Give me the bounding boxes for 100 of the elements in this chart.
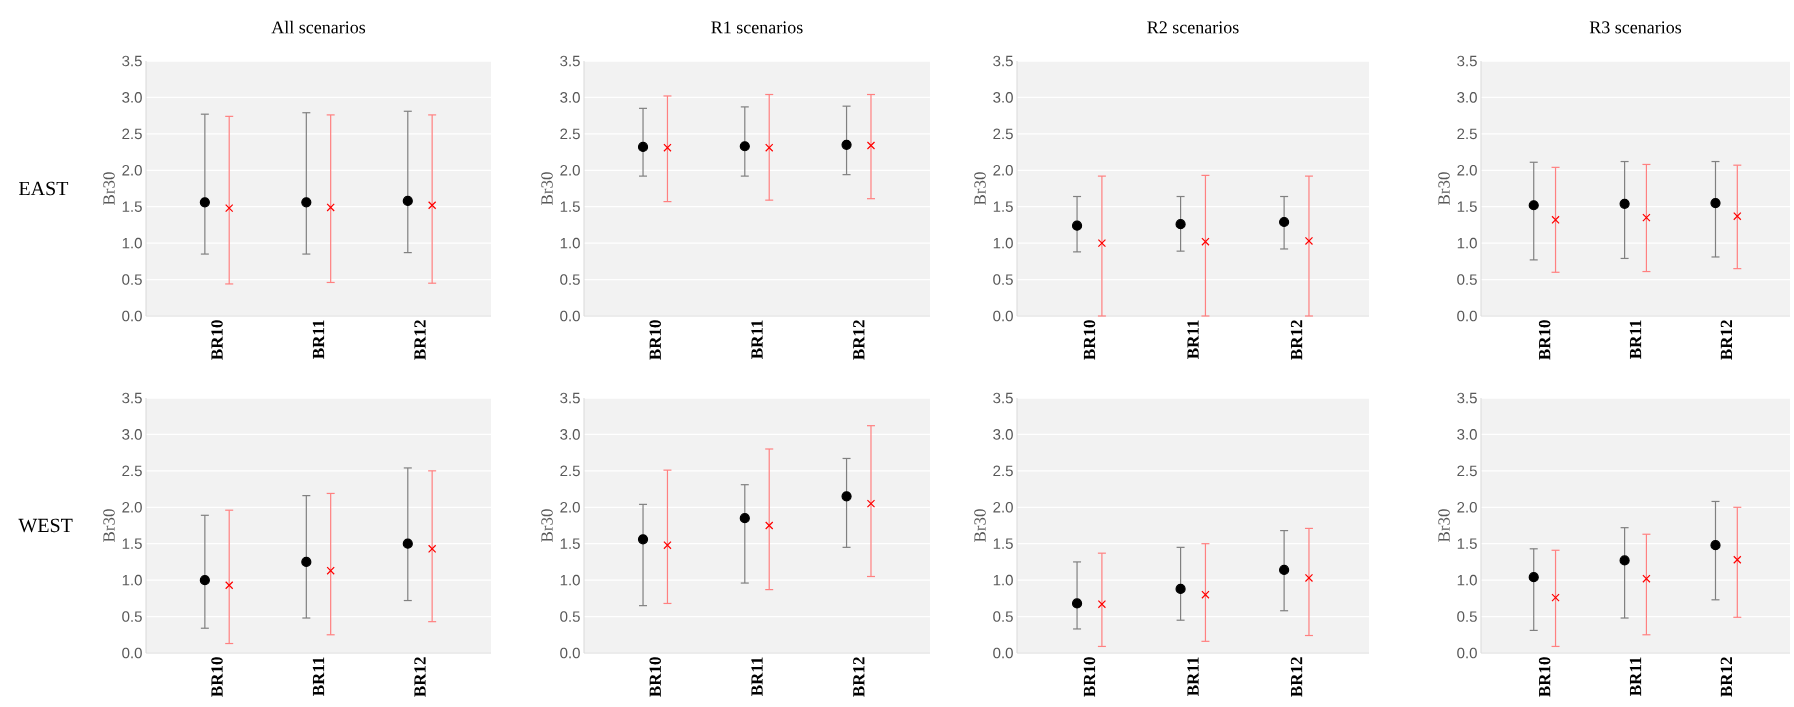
y-tick-label: 3.5: [993, 55, 1013, 67]
y-tick-label: 3.5: [1457, 55, 1477, 67]
y-tick-label: 2.5: [993, 465, 1013, 477]
y-tick-label: 0.5: [122, 274, 142, 285]
x-tick-label: BR11: [312, 320, 325, 359]
y-tick-label: 0.0: [993, 647, 1013, 659]
x-tick-label: BR12: [1720, 320, 1733, 360]
x-tick-label: BR10: [649, 320, 661, 360]
y-tick-label: 1.5: [560, 538, 580, 549]
y-tick-label: 0.5: [993, 274, 1013, 285]
x-tick-label: BR12: [414, 657, 426, 697]
y-tick-label: 3.5: [993, 392, 1013, 404]
x-tick-label: BR12: [1290, 657, 1303, 697]
x-tick-label: BR11: [751, 320, 763, 359]
x-tick-label: BR10: [211, 320, 223, 360]
x-tick-label: BR11: [1629, 320, 1642, 359]
y-tick-label: 3.5: [560, 55, 580, 67]
y-tick-label: 0.5: [1457, 274, 1477, 285]
y-axis-title: Br30: [974, 172, 986, 206]
y-tick-label: 1.0: [560, 237, 580, 249]
x-tick-label: BR10: [649, 657, 661, 697]
y-axis-title: Br30: [974, 509, 986, 543]
y-tick-label: 1.5: [122, 201, 142, 212]
x-tick-label: BR12: [853, 657, 865, 697]
y-tick-label: 3.0: [122, 92, 142, 103]
y-tick-label: 1.5: [993, 201, 1013, 212]
x-tick-label: BR11: [312, 657, 325, 696]
y-axis-title: Br30: [103, 172, 115, 206]
y-tick-label: 0.0: [560, 647, 580, 659]
y-tick-label: 3.0: [1457, 92, 1477, 103]
y-tick-label: 2.5: [560, 465, 580, 477]
y-tick-label: 2.0: [1457, 164, 1477, 176]
y-tick-label: 0.0: [122, 310, 142, 322]
y-tick-label: 1.0: [122, 237, 142, 249]
y-tick-label: 1.0: [1457, 574, 1477, 586]
y-axis-title: Br30: [1438, 509, 1450, 543]
y-tick-label: 2.0: [993, 501, 1013, 513]
y-tick-label: 2.0: [560, 164, 580, 176]
y-tick-label: 1.0: [993, 237, 1013, 249]
y-axis-title: Br30: [541, 509, 553, 543]
chart-title: R1 scenarios: [711, 21, 803, 34]
y-tick-label: 0.5: [122, 611, 142, 622]
y-tick-label: 3.0: [560, 92, 580, 103]
y-tick-label: 2.5: [560, 128, 580, 140]
y-tick-label: 1.5: [122, 538, 142, 549]
y-tick-label: 0.5: [993, 611, 1013, 622]
y-tick-label: 2.0: [1457, 501, 1477, 513]
x-tick-label: BR12: [414, 320, 426, 360]
y-tick-label: 2.5: [122, 465, 142, 477]
y-tick-label: 1.0: [122, 574, 142, 586]
y-tick-label: 2.0: [122, 501, 142, 513]
x-tick-label: BR10: [1083, 320, 1096, 360]
y-tick-label: 1.5: [993, 538, 1013, 549]
y-tick-label: 2.5: [122, 128, 142, 140]
y-tick-label: 2.0: [993, 164, 1013, 176]
x-tick-label: BR11: [1629, 657, 1642, 696]
y-tick-label: 3.5: [122, 55, 142, 67]
y-tick-label: 1.5: [1457, 538, 1477, 549]
x-tick-label: BR10: [211, 657, 223, 697]
y-tick-label: 0.0: [993, 310, 1013, 322]
y-tick-label: 3.0: [122, 429, 142, 440]
text: WEST: [18, 518, 73, 533]
y-tick-label: 3.5: [122, 392, 142, 404]
chart-title: R3 scenarios: [1589, 21, 1682, 34]
y-axis-title: Br30: [541, 172, 553, 206]
y-tick-label: 0.0: [1457, 310, 1477, 322]
y-tick-label: 3.0: [1457, 429, 1477, 440]
y-tick-label: 2.5: [1457, 128, 1477, 140]
x-tick-label: BR12: [1720, 657, 1733, 697]
y-tick-label: 1.0: [560, 574, 580, 586]
text: EAST: [19, 181, 69, 196]
x-tick-label: BR11: [1187, 320, 1199, 359]
x-tick-label: BR10: [1538, 320, 1551, 360]
x-tick-label: BR10: [1538, 657, 1551, 697]
x-tick-label: BR11: [1187, 657, 1199, 696]
y-tick-label: 3.5: [560, 392, 580, 404]
y-tick-label: 3.5: [1457, 392, 1477, 404]
y-tick-label: 1.0: [1457, 237, 1477, 249]
y-tick-label: 0.5: [560, 611, 580, 622]
y-tick-label: 0.5: [560, 274, 580, 285]
y-tick-label: 2.5: [1457, 465, 1477, 477]
y-tick-label: 0.0: [122, 647, 142, 659]
y-tick-label: 3.0: [993, 429, 1013, 440]
chart-title: All scenarios: [271, 20, 366, 34]
y-tick-label: 3.0: [560, 429, 580, 440]
y-tick-label: 3.0: [993, 92, 1013, 103]
y-tick-label: 2.0: [560, 501, 580, 513]
y-tick-label: 2.0: [122, 164, 142, 176]
y-tick-label: 0.0: [1457, 647, 1477, 659]
y-axis-title: Br30: [1438, 172, 1450, 206]
y-axis-title: Br30: [103, 509, 115, 543]
y-tick-label: 2.5: [993, 128, 1013, 140]
x-tick-label: BR10: [1083, 657, 1096, 697]
y-tick-label: 1.5: [560, 201, 580, 212]
y-tick-label: 1.0: [993, 574, 1013, 586]
x-tick-label: BR12: [853, 320, 865, 360]
x-tick-label: BR12: [1290, 320, 1303, 360]
y-tick-label: 1.5: [1457, 201, 1477, 212]
y-tick-label: 0.5: [1457, 611, 1477, 622]
chart-title: R2 scenarios: [1147, 21, 1239, 34]
